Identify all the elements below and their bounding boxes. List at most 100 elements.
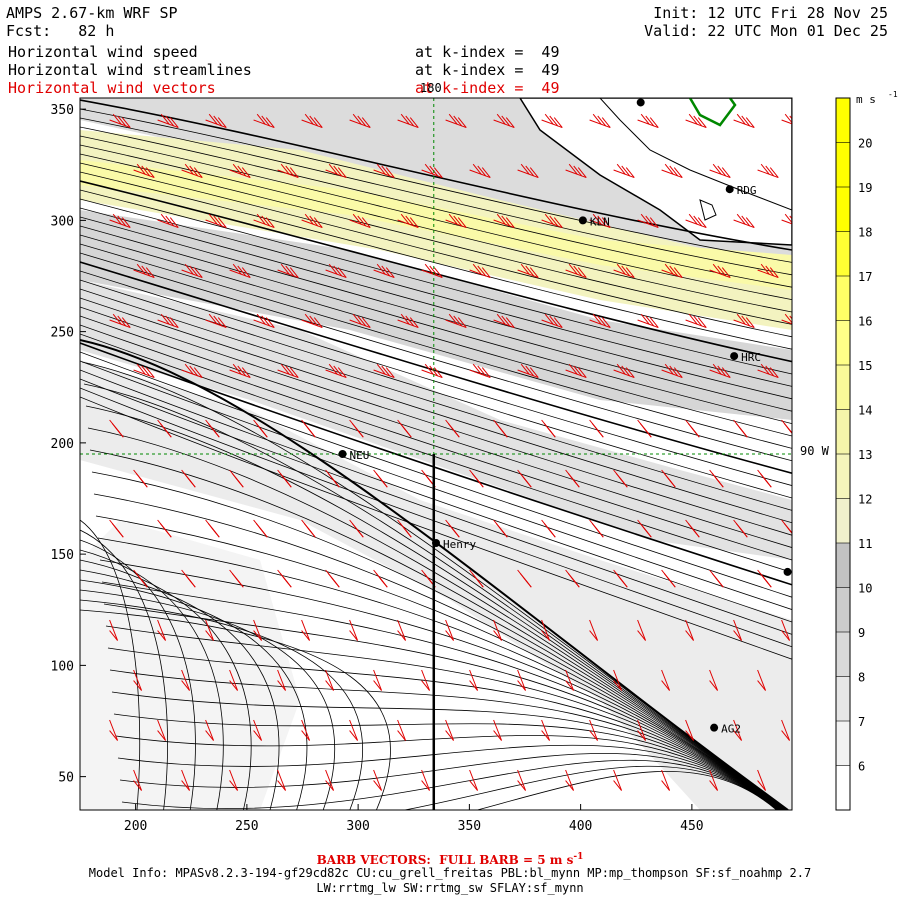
- wind-barb: [229, 569, 244, 588]
- streamline: [80, 315, 792, 548]
- wind-barb: [565, 163, 587, 179]
- wind-barb: [445, 419, 460, 438]
- field-level-speed: at k-index = 49: [415, 43, 560, 61]
- wind-barb: [397, 113, 419, 129]
- wind-barb: [517, 363, 539, 379]
- streamline: [80, 324, 792, 561]
- wind-barb: [253, 213, 275, 229]
- wind-barb: [253, 419, 268, 438]
- wind-barb: [589, 619, 599, 641]
- wind-barb: [757, 163, 779, 179]
- x-tick-label: 400: [569, 819, 592, 834]
- wind-barb: [757, 363, 779, 379]
- barb-note: BARB VECTORS: FULL BARB = 5 m s-1: [0, 850, 900, 867]
- wind-barb: [349, 719, 359, 741]
- model-info: Model Info: MPASv8.2.3-194-gf29cd82c CU:…: [88, 866, 812, 880]
- wind-barb: [445, 213, 467, 229]
- wind-barb: [589, 419, 604, 438]
- wind-barb: [565, 769, 575, 791]
- wind-barb: [757, 263, 779, 279]
- wind-barb: [517, 163, 539, 179]
- wind-barb: [469, 569, 484, 588]
- wind-barb: [181, 669, 191, 691]
- reference-lines: [80, 98, 792, 810]
- colorbar-segment: [836, 231, 850, 276]
- streamline: [80, 333, 792, 573]
- wind-barb: [397, 619, 407, 641]
- streamline: [80, 519, 141, 810]
- wind-barb: [757, 469, 772, 488]
- wind-barb: [661, 669, 671, 691]
- wind-barb: [733, 419, 748, 438]
- shade-band-3: [80, 210, 792, 420]
- colorbar-segment: [836, 765, 850, 810]
- wind-barb: [757, 669, 767, 691]
- x-tick-label: 300: [346, 819, 369, 834]
- wind-barb: [637, 619, 647, 641]
- streamline: [83, 383, 788, 810]
- wind-barb: [733, 313, 755, 329]
- wind-barb: [349, 313, 371, 329]
- wind-barb: [469, 163, 491, 179]
- streamline: [80, 339, 789, 810]
- colorbar-segment: [836, 676, 850, 721]
- wind-barb: [349, 619, 359, 641]
- y-tick-label: 150: [51, 548, 74, 563]
- island: [699, 199, 717, 221]
- colorbar-segment: [836, 320, 850, 365]
- wind-barb: [661, 769, 671, 791]
- streamline: [93, 493, 785, 810]
- wind-barb: [349, 419, 364, 438]
- wind-barb: [469, 363, 491, 379]
- streamline: [80, 539, 196, 810]
- wind-barb: [469, 469, 484, 488]
- wind-barb: [157, 113, 179, 129]
- wind-barb: [541, 519, 556, 538]
- colorbar-label: 11: [858, 537, 872, 551]
- wind-barb: [613, 163, 635, 179]
- station-dot: [730, 352, 739, 361]
- streamline: [80, 243, 792, 449]
- field-name-streamlines: Horizontal wind streamlines: [8, 61, 252, 79]
- valid-time: Valid: 22 UTC Mon 01 Dec 25: [644, 22, 888, 40]
- streamline: [80, 378, 792, 635]
- wind-barb: [397, 213, 419, 229]
- streamline: [97, 537, 784, 810]
- wind-barb: [781, 519, 792, 534]
- wind-barb: [253, 313, 275, 329]
- model-title: AMPS 2.67-km WRF SP: [6, 4, 178, 22]
- wind-barb: [301, 419, 316, 438]
- wind-barb: [781, 419, 792, 434]
- colorbar-label: 15: [858, 359, 872, 373]
- colorbar-label: 16: [858, 315, 872, 329]
- y-tick-label: 100: [51, 659, 74, 674]
- field-level-streamlines: at k-index = 49: [415, 61, 560, 79]
- wind-barb: [373, 769, 383, 791]
- colorbar-segment: [836, 543, 850, 588]
- wind-barb: [181, 163, 203, 179]
- wind-barb: [541, 213, 563, 229]
- streamline: [80, 589, 336, 810]
- wind-barb: [205, 719, 215, 741]
- streamline: [80, 297, 792, 524]
- colorbar-segment: [836, 276, 850, 321]
- streamline: [81, 361, 788, 810]
- wind-barb: [709, 363, 731, 379]
- streamline: [80, 579, 308, 810]
- wind-barb: [253, 113, 275, 129]
- wind-barb: [589, 519, 604, 538]
- wind-barb: [469, 263, 491, 279]
- wind-barb: [709, 469, 724, 488]
- wind-barb: [709, 569, 724, 588]
- streamline: [80, 234, 792, 437]
- wind-barb: [565, 263, 587, 279]
- wind-barb: [781, 619, 791, 641]
- station-label: KLN: [590, 215, 610, 228]
- wind-barb: [253, 619, 263, 641]
- streamline: [80, 216, 792, 412]
- station-dot: [338, 450, 347, 458]
- wind-barb: [229, 163, 251, 179]
- forecast-hours: 82 h: [78, 22, 115, 40]
- x-tick-label: 250: [235, 819, 258, 834]
- wind-barb: [301, 113, 323, 129]
